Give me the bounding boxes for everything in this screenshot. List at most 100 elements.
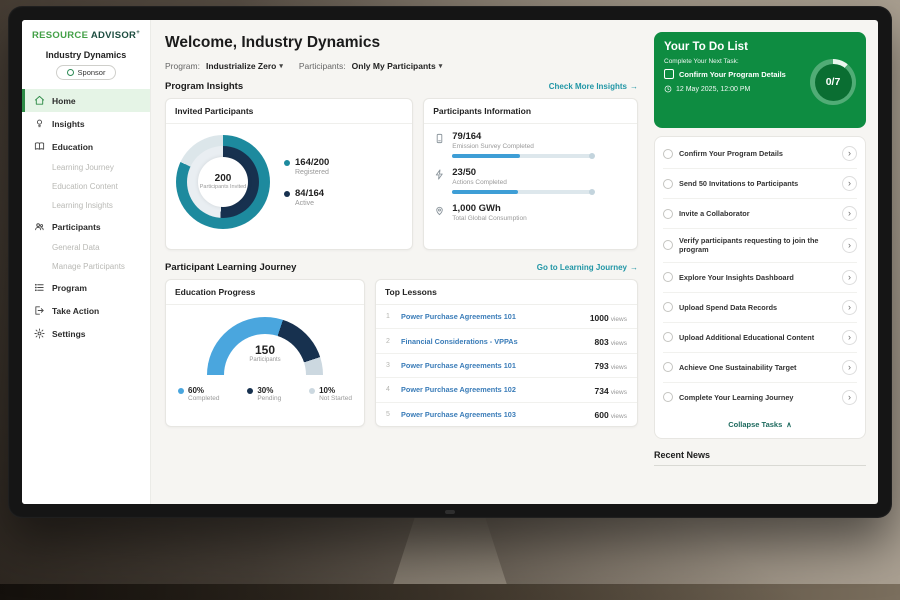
sponsor-badge[interactable]: Sponsor bbox=[55, 65, 117, 81]
list-icon bbox=[34, 283, 44, 292]
donut-center: 200 Participants Invited bbox=[198, 157, 248, 207]
education-progress-gauge: 150 Participants bbox=[207, 317, 323, 375]
program-select[interactable]: Industrialize Zero ▾ bbox=[205, 61, 283, 71]
people-icon bbox=[35, 223, 44, 231]
task-checkbox[interactable] bbox=[663, 332, 673, 343]
donut-legend: 164/200 Registered 84/164 Active bbox=[284, 157, 329, 207]
task-item[interactable]: Send 50 Invitations to Participants › bbox=[663, 169, 857, 199]
task-item[interactable]: Invite a Collaborator › bbox=[663, 199, 857, 229]
clock-icon bbox=[664, 85, 672, 93]
sidebar-item-program[interactable]: Program bbox=[22, 276, 150, 299]
monitor-stand bbox=[392, 516, 508, 588]
sidebar-item-label: Insights bbox=[52, 118, 85, 129]
lesson-link[interactable]: Financial Considerations - VPPAs bbox=[401, 336, 518, 346]
org-name: Industry Dynamics bbox=[45, 50, 127, 61]
next-task[interactable]: Confirm Your Program Details bbox=[664, 69, 802, 79]
task-checkbox[interactable] bbox=[663, 362, 673, 373]
book-icon bbox=[34, 142, 45, 150]
emission-survey-progress bbox=[452, 153, 596, 159]
lesson-link[interactable]: Power Purchase Agreements 102 bbox=[401, 385, 516, 395]
arrow-right-icon: → bbox=[630, 82, 638, 91]
go-to-learning-journey-link[interactable]: Go to Learning Journey → bbox=[536, 263, 638, 272]
sidebar-item-manage-participants[interactable]: Manage Participants bbox=[52, 262, 125, 272]
monitor: RESOURCE ADVISOR+ Industry Dynamics Spon… bbox=[8, 6, 892, 518]
task-item[interactable]: Verify participants requesting to join t… bbox=[663, 229, 857, 263]
chevron-right-icon[interactable]: › bbox=[842, 237, 857, 253]
task-checkbox[interactable] bbox=[663, 148, 673, 159]
task-checkbox[interactable] bbox=[663, 272, 673, 283]
task-item[interactable]: Explore Your Insights Dashboard › bbox=[663, 263, 857, 293]
chevron-down-icon: ▾ bbox=[438, 63, 443, 70]
task-item[interactable]: Upload Spend Data Records › bbox=[663, 293, 857, 323]
lesson-link[interactable]: Power Purchase Agreements 101 bbox=[401, 360, 516, 370]
lesson-row: 1 Power Purchase Agreements 101 1000 view… bbox=[376, 305, 637, 330]
task-checkbox[interactable] bbox=[663, 302, 673, 313]
card-title: Participants Information bbox=[424, 99, 637, 124]
sidebar-item-learning-journey[interactable]: Learning Journey bbox=[52, 163, 114, 173]
gauge-legend: 60% Completed 30% Pending 10% Not Started bbox=[166, 377, 364, 402]
legend-item-completed: 60% Completed bbox=[178, 386, 219, 402]
participants-information-card: Participants Information 79/164 Emission… bbox=[423, 98, 638, 250]
task-checkbox[interactable] bbox=[663, 392, 673, 403]
filters-row: Program: Industrialize Zero ▾ Participan… bbox=[165, 61, 638, 71]
chevron-up-icon: ∧ bbox=[786, 419, 792, 429]
bolt-icon bbox=[436, 169, 443, 180]
chevron-right-icon[interactable]: › bbox=[842, 206, 857, 221]
legend-dot bbox=[284, 191, 290, 197]
task-item[interactable]: Upload Additional Educational Content › bbox=[663, 323, 857, 353]
home-icon bbox=[34, 96, 45, 105]
collapse-tasks-link[interactable]: Collapse Tasks ∧ bbox=[728, 419, 792, 429]
sidebar-item-label: Settings bbox=[52, 328, 86, 339]
invited-participants-donut: 200 Participants Invited bbox=[176, 135, 270, 229]
checkbox-icon[interactable] bbox=[664, 69, 674, 79]
emission-survey-row: 79/164 Emission Survey Completed bbox=[424, 124, 637, 160]
sidebar-item-education-content[interactable]: Education Content bbox=[52, 182, 118, 192]
task-item[interactable]: Complete Your Learning Journey › bbox=[663, 383, 857, 412]
top-lessons-card: Top Lessons 1 Power Purchase Agreements … bbox=[375, 279, 638, 427]
task-item[interactable]: Achieve One Sustainability Target › bbox=[663, 353, 857, 383]
todo-panel: Your To Do List Complete Your Next Task:… bbox=[652, 20, 878, 504]
check-more-insights-link[interactable]: Check More Insights → bbox=[548, 82, 638, 91]
program-filter-label: Program: bbox=[165, 61, 200, 71]
legend-item-pending: 30% Pending bbox=[247, 386, 281, 402]
chevron-right-icon[interactable]: › bbox=[842, 146, 857, 161]
sidebar-item-education[interactable]: Education bbox=[22, 135, 150, 158]
section-title: Participant Learning Journey bbox=[165, 262, 297, 273]
task-checkbox[interactable] bbox=[663, 208, 673, 219]
education-progress-card: Education Progress 150 Participants bbox=[165, 279, 365, 427]
logo-plus: + bbox=[136, 30, 141, 36]
sidebar-item-settings[interactable]: Settings bbox=[22, 322, 150, 345]
gear-icon bbox=[34, 328, 45, 339]
chevron-right-icon[interactable]: › bbox=[842, 389, 857, 405]
todo-header-card: Your To Do List Complete Your Next Task:… bbox=[654, 32, 866, 128]
task-item[interactable]: Confirm Your Program Details › bbox=[663, 139, 857, 169]
sidebar-item-learning-insights[interactable]: Learning Insights bbox=[52, 201, 113, 211]
participants-select[interactable]: Only My Participants ▾ bbox=[351, 61, 443, 71]
chevron-right-icon[interactable]: › bbox=[842, 176, 857, 191]
chevron-down-icon: ▾ bbox=[279, 63, 283, 70]
chevron-right-icon[interactable]: › bbox=[842, 269, 857, 285]
invited-participants-card: Invited Participants 200 Participants In… bbox=[165, 98, 414, 250]
chevron-right-icon[interactable]: › bbox=[842, 329, 857, 345]
task-checkbox[interactable] bbox=[663, 178, 673, 189]
sponsor-label: Sponsor bbox=[77, 68, 106, 78]
sidebar-item-participants[interactable]: Participants bbox=[22, 215, 150, 238]
sidebar-item-general-data[interactable]: General Data bbox=[52, 243, 100, 253]
recent-news-heading: Recent News bbox=[654, 450, 866, 466]
lesson-link[interactable]: Power Purchase Agreements 103 bbox=[401, 409, 516, 419]
sidebar-item-home[interactable]: Home bbox=[22, 89, 150, 113]
sidebar-item-take-action[interactable]: Take Action bbox=[22, 299, 150, 322]
legend-item-registered: 164/200 Registered bbox=[284, 157, 329, 176]
task-checkbox[interactable] bbox=[663, 240, 673, 251]
sidebar-item-insights[interactable]: Insights bbox=[22, 112, 150, 135]
card-title: Top Lessons bbox=[376, 280, 637, 305]
chevron-right-icon[interactable]: › bbox=[842, 359, 857, 375]
chevron-right-icon[interactable]: › bbox=[842, 299, 857, 315]
sidebar-item-label: Program bbox=[52, 282, 87, 293]
lesson-link[interactable]: Power Purchase Agreements 101 bbox=[401, 312, 516, 322]
learning-journey-header: Participant Learning Journey Go to Learn… bbox=[165, 262, 638, 273]
page-title: Welcome, Industry Dynamics bbox=[165, 34, 381, 51]
section-title: Program Insights bbox=[165, 81, 244, 92]
sidebar-item-label: Home bbox=[52, 95, 76, 106]
